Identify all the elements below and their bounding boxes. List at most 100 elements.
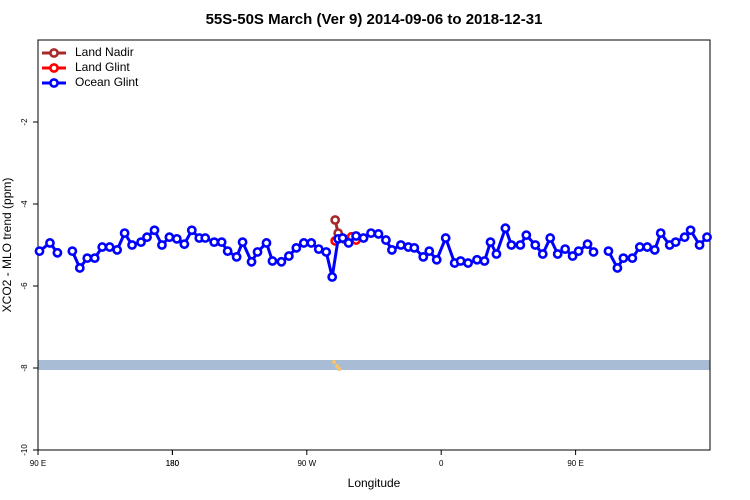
series-marker (330, 215, 341, 225)
series-marker (491, 249, 502, 259)
series-marker (209, 237, 220, 248)
series-marker (171, 233, 182, 244)
legend-label: Land Nadir (75, 45, 134, 59)
series-marker (694, 240, 705, 250)
y-tick-label: -6 (20, 282, 29, 290)
series-marker (119, 228, 130, 239)
series-marker (306, 238, 317, 248)
series-marker (267, 256, 278, 266)
series-marker (298, 238, 309, 248)
series-marker (216, 237, 227, 248)
x-tick-label: 90 E (30, 459, 46, 468)
series-marker (702, 232, 712, 243)
series-marker (373, 229, 384, 239)
series-marker (567, 251, 578, 261)
series-marker (136, 237, 146, 248)
series-marker (537, 249, 548, 259)
series-marker (164, 232, 175, 243)
x-axis-label: Longitude (348, 476, 401, 490)
series-marker (521, 230, 532, 241)
series-marker (89, 253, 100, 264)
series-marker (424, 246, 435, 257)
series-marker (313, 244, 324, 254)
x-tick-label: 180 (166, 459, 180, 468)
series-marker (45, 238, 55, 248)
series-marker (455, 256, 466, 266)
x-tick-label: 90 E (567, 459, 583, 468)
plot-frame (37, 39, 711, 451)
series-marker (237, 237, 248, 248)
series (34, 223, 712, 282)
series-marker (112, 245, 123, 255)
series-marker (463, 258, 473, 268)
chart-title: 55S-50S March (Ver 9) 2014-09-06 to 2018… (206, 11, 543, 28)
land-mask-band (38, 360, 710, 370)
series-marker (291, 242, 302, 253)
series-marker (515, 240, 526, 250)
series-marker (358, 233, 369, 243)
series-marker (157, 240, 167, 250)
series-marker (500, 223, 511, 234)
x-tick-label: 0 (439, 459, 444, 468)
land-dot (332, 360, 336, 364)
land-dot (337, 367, 341, 371)
series-marker (104, 242, 115, 252)
series-marker (351, 231, 361, 241)
series-marker (222, 246, 233, 257)
series-marker (52, 247, 63, 258)
x-tick-label: 90 W (297, 459, 316, 468)
series-marker (327, 272, 338, 282)
series-marker (612, 263, 623, 273)
series-marker (74, 263, 85, 273)
series-marker (200, 233, 211, 243)
series-marker (343, 238, 354, 248)
legend-label: Land Glint (75, 60, 130, 74)
series-marker (418, 251, 429, 262)
series-marker (649, 245, 660, 255)
series-marker (655, 228, 666, 239)
y-tick-label: -8 (20, 364, 29, 372)
series-marker (395, 240, 406, 250)
y-tick-label: -10 (20, 444, 29, 456)
series-marker (276, 256, 287, 267)
series-marker (127, 240, 137, 250)
series-marker (618, 253, 629, 264)
series-marker (552, 249, 563, 259)
y-axis-label: XCO2 - MLO trend (ppm) (0, 178, 14, 313)
legend-swatch-marker (49, 63, 59, 73)
legend-swatch-marker (49, 78, 59, 88)
series-marker (246, 256, 257, 267)
y-tick-label: -2 (20, 118, 29, 126)
series-marker (283, 251, 294, 261)
series-marker (679, 232, 690, 243)
series-marker (582, 239, 593, 250)
x-tick-label: 180 (166, 459, 180, 468)
series-marker (588, 247, 599, 257)
series-marker (252, 247, 263, 257)
series-marker (506, 240, 517, 250)
series-marker (149, 225, 160, 236)
series-marker (642, 242, 653, 252)
series-marker (82, 253, 93, 264)
series-marker (387, 245, 397, 255)
series-marker (560, 244, 571, 254)
series-marker (231, 251, 242, 262)
series-marker (67, 246, 78, 257)
series-marker (603, 246, 614, 257)
series-marker (337, 233, 348, 243)
series-marker (627, 253, 638, 264)
series-marker (634, 242, 645, 252)
series-marker (409, 242, 420, 253)
series-marker (685, 225, 696, 236)
series-marker (545, 233, 556, 243)
series-marker (97, 242, 108, 252)
series-marker (186, 225, 197, 236)
series-marker (34, 246, 45, 257)
legend-swatch-marker (49, 48, 59, 58)
series-marker (573, 246, 584, 257)
series-marker (530, 240, 541, 250)
legend-label: Ocean Glint (75, 75, 139, 89)
